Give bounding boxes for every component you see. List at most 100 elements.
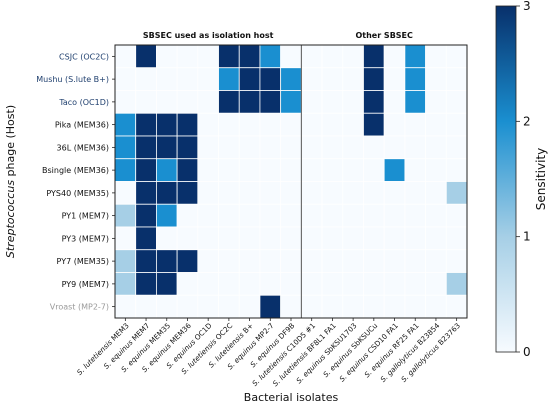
heatmap-cell: [363, 90, 385, 114]
heatmap-cell: [425, 67, 447, 91]
heatmap-cell: [135, 272, 157, 296]
heatmap-cell: [259, 226, 282, 251]
heatmap-cell: [321, 44, 344, 69]
heatmap-cell: [197, 226, 219, 251]
heatmap-cell: [259, 294, 282, 319]
heatmap-cell: [445, 44, 468, 69]
heatmap-cell: [197, 67, 219, 91]
heatmap-cell: [176, 135, 199, 160]
heatmap-cell: [280, 181, 302, 205]
heatmap-cell: [445, 272, 468, 296]
heatmap-cell: [383, 226, 406, 251]
heatmap-cell: [425, 90, 447, 114]
heatmap-cell: [156, 272, 178, 296]
colorbar-tick-label: 0: [523, 345, 531, 359]
heatmap-cell: [114, 90, 137, 114]
heatmap-cell: [363, 294, 385, 319]
heatmap-cell: [197, 44, 219, 69]
heatmap-cell: [218, 226, 240, 251]
colorbar-label: Sensitivity: [534, 148, 548, 210]
heatmap-cell: [321, 90, 344, 114]
heatmap-cell: [197, 181, 219, 205]
heatmap-cell: [114, 294, 137, 319]
heatmap-cell: [156, 158, 178, 182]
heatmap-cell: [383, 44, 406, 69]
heatmap-cell: [342, 181, 364, 205]
heatmap-cell: [445, 112, 468, 137]
heatmap-cell: [238, 272, 261, 296]
row-label: PY3 (MEM7): [62, 234, 109, 243]
heatmap-cell: [300, 135, 323, 160]
heatmap-cell: [342, 44, 364, 69]
colorbar: [495, 5, 517, 353]
row-label: PY9 (MEM7): [62, 280, 109, 289]
group-title: SBSEC used as isolation host: [143, 31, 274, 40]
heatmap-cell: [135, 203, 157, 228]
y-axis-label: Streptococcus phage (Host): [4, 105, 17, 258]
heatmap-cell: [238, 294, 261, 319]
heatmap-cell: [342, 203, 364, 228]
heatmap-cell: [259, 135, 282, 160]
row-label: Taco (OC1D): [58, 98, 109, 107]
heatmap-cell: [176, 181, 199, 205]
group-title: Other SBSEC: [355, 31, 413, 40]
heatmap-cell: [300, 44, 323, 69]
colorbar-ticks: 0 1 2 3: [516, 0, 531, 359]
heatmap-cell: [238, 90, 261, 114]
heatmap-cell: [114, 158, 137, 182]
heatmap-cell: [218, 158, 240, 182]
heatmap-cell: [176, 226, 199, 251]
heatmap-cell: [363, 181, 385, 205]
heatmap-cell: [156, 90, 178, 114]
heatmap-cell: [321, 112, 344, 137]
heatmap-cell: [363, 272, 385, 296]
row-label: PY1 (MEM7): [62, 212, 109, 221]
colorbar-tick-label: 2: [523, 114, 531, 128]
heatmap-cell: [156, 226, 178, 251]
heatmap-cell: [114, 203, 137, 228]
heatmap-cell: [425, 294, 447, 319]
heatmap-cell: [197, 294, 219, 319]
heatmap-cell: [445, 90, 468, 114]
heatmap-cell: [425, 44, 447, 69]
heatmap-cell: [197, 249, 219, 273]
heatmap-cell: [135, 294, 157, 319]
row-labels: CSJC (OC2C) Mushu (S.lute B+) Taco (OC1D) P…: [36, 52, 115, 312]
heatmap-cell: [114, 112, 137, 137]
heatmap-cell: [445, 226, 468, 251]
heatmap-cell: [342, 90, 364, 114]
heatmap-cell: [342, 158, 364, 182]
heatmap-cell: [176, 272, 199, 296]
heatmap-cell: [156, 67, 178, 91]
heatmap-cell: [280, 90, 302, 114]
heatmap-cell: [280, 249, 302, 273]
heatmap-cell: [383, 272, 406, 296]
heatmap-cell: [445, 249, 468, 273]
heatmap-cell: [135, 67, 157, 91]
heatmap-cell: [218, 90, 240, 114]
heatmap-cell: [404, 294, 426, 319]
heatmap-cell: [114, 135, 137, 160]
heatmap-cell: [197, 158, 219, 182]
heatmap-cell: [238, 203, 261, 228]
heatmap-cell: [259, 112, 282, 137]
heatmap-cell: [156, 181, 178, 205]
heatmap-cells: [114, 44, 468, 319]
heatmap-cell: [176, 90, 199, 114]
heatmap-cell: [300, 294, 323, 319]
heatmap-cell: [135, 181, 157, 205]
heatmap-cell: [342, 135, 364, 160]
heatmap-cell: [259, 44, 282, 69]
heatmap-cell: [218, 272, 240, 296]
heatmap-cell: [300, 249, 323, 273]
heatmap-cell: [425, 112, 447, 137]
heatmap-cell: [218, 203, 240, 228]
heatmap-cell: [218, 44, 240, 69]
heatmap-cell: [176, 112, 199, 137]
heatmap-cell: [218, 249, 240, 273]
heatmap-cell: [218, 294, 240, 319]
row-label: CSJC (OC2C): [59, 52, 109, 61]
heatmap-cell: [280, 135, 302, 160]
heatmap-cell: [218, 181, 240, 205]
